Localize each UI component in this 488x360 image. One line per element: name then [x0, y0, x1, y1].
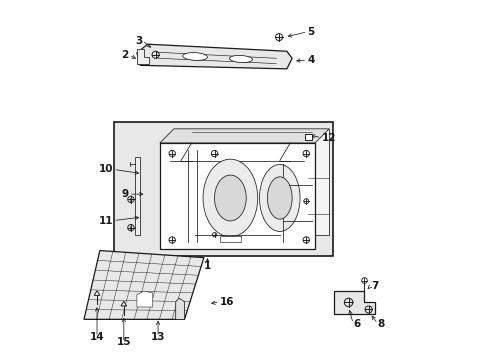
Polygon shape — [137, 291, 152, 307]
Text: 2: 2 — [122, 50, 128, 60]
Ellipse shape — [214, 175, 246, 221]
Ellipse shape — [267, 177, 291, 219]
Text: 5: 5 — [306, 27, 314, 37]
Text: 11: 11 — [99, 216, 113, 226]
Text: 15: 15 — [116, 337, 131, 347]
Polygon shape — [334, 291, 374, 314]
Ellipse shape — [183, 53, 207, 60]
Text: 3: 3 — [135, 36, 142, 46]
Polygon shape — [175, 298, 184, 319]
Ellipse shape — [259, 165, 300, 231]
Text: 9: 9 — [122, 189, 128, 199]
Polygon shape — [121, 301, 126, 306]
Bar — [114, 122, 332, 256]
Polygon shape — [94, 291, 100, 295]
Text: 1: 1 — [203, 261, 211, 271]
Text: 13: 13 — [150, 332, 165, 342]
Bar — [160, 143, 314, 249]
Polygon shape — [137, 44, 291, 69]
Polygon shape — [84, 251, 203, 319]
Text: 4: 4 — [306, 55, 314, 65]
Polygon shape — [137, 49, 149, 64]
Text: 6: 6 — [352, 319, 360, 329]
Text: 16: 16 — [219, 297, 234, 307]
Text: 14: 14 — [89, 332, 104, 342]
Bar — [305, 134, 312, 140]
Text: 7: 7 — [370, 281, 377, 291]
Ellipse shape — [229, 55, 252, 63]
Polygon shape — [174, 129, 328, 235]
Polygon shape — [135, 157, 140, 235]
Bar — [219, 237, 241, 242]
Text: 10: 10 — [99, 165, 113, 174]
Text: 8: 8 — [377, 319, 385, 329]
Ellipse shape — [203, 159, 257, 237]
Polygon shape — [160, 129, 328, 143]
Text: 12: 12 — [321, 133, 335, 143]
